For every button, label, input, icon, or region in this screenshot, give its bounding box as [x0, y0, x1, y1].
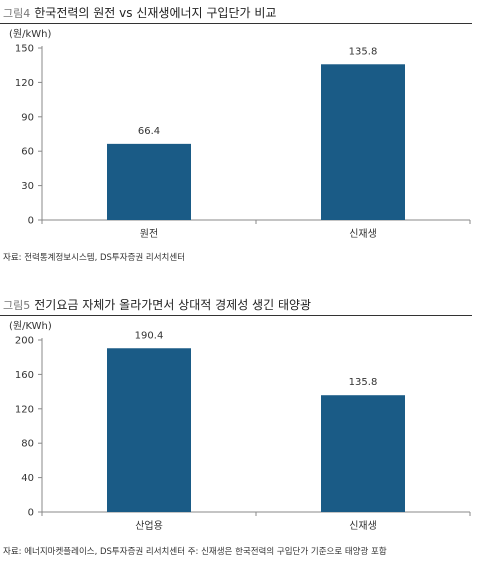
source-note: 자료: 전력통계정보시스템, DS투자증권 리서치센터: [3, 253, 186, 263]
y-tick-label: 200: [15, 336, 34, 347]
y-tick-label: 120: [15, 404, 34, 415]
y-tick-label: 90: [21, 112, 34, 123]
figure-title: 그림4 한국전력의 원전 vs 신재생에너지 구입단가 비교: [3, 4, 276, 21]
data-label: 66.4: [138, 126, 160, 137]
y-tick-label: 30: [21, 181, 34, 192]
title-rule: [0, 23, 472, 24]
figure-number: 그림5: [3, 299, 31, 312]
bar: [321, 395, 405, 512]
source-note: 자료: 에너지마켓플레이스, DS투자증권 리서치센터 주: 신재생은 한국전력…: [3, 547, 387, 557]
bar-chart-1: (원/kWh) 0 30 60 90 120 150 66.4 원전 135.8 신재생: [9, 28, 471, 240]
figure-title: 그림5 전기요금 자체가 올라가면서 상대적 경제성 생긴 태양광: [3, 296, 311, 313]
figure-4: 그림4 한국전력의 원전 vs 신재생에너지 구입단가 비교 (원/kWh) 0 30…: [0, 0, 479, 268]
y-tick-label: 150: [15, 44, 34, 55]
y-tick-label: 0: [28, 216, 34, 227]
unit-label: (원/kWh): [9, 28, 51, 40]
y-tick-label: 60: [21, 147, 34, 158]
unit-label: (원/KWh): [9, 320, 52, 332]
title-rule: [0, 315, 472, 316]
bar: [107, 143, 191, 220]
x-tick-label: 신재생: [349, 228, 377, 240]
data-label: 135.8: [349, 46, 378, 57]
x-tick-label: 산업용: [135, 519, 163, 532]
figure-title-text: 전기요금 자체가 올라가면서 상대적 경제성 생긴 태양광: [34, 298, 312, 312]
bar-chart-2: (원/KWh) 0 40 80 120 160 200 190.4 산업용 135.8 신재생: [9, 320, 471, 532]
data-label: 190.4: [135, 330, 164, 341]
bar: [107, 348, 191, 512]
y-tick-label: 80: [21, 439, 34, 450]
figure-number: 그림4: [3, 7, 31, 20]
y-tick-label: 120: [15, 78, 34, 89]
x-tick-label: 신재생: [349, 520, 377, 532]
bar: [321, 64, 405, 220]
y-tick-label: 0: [28, 508, 34, 519]
figure-title-text: 한국전력의 원전 vs 신재생에너지 구입단가 비교: [34, 6, 277, 20]
x-tick-label: 원전: [140, 228, 158, 240]
y-tick-label: 160: [15, 370, 34, 381]
y-tick-label: 40: [21, 473, 34, 484]
figure-5: 그림5 전기요금 자체가 올라가면서 상대적 경제성 생긴 태양광 (원/KWh)…: [0, 292, 479, 561]
data-label: 135.8: [349, 377, 378, 388]
